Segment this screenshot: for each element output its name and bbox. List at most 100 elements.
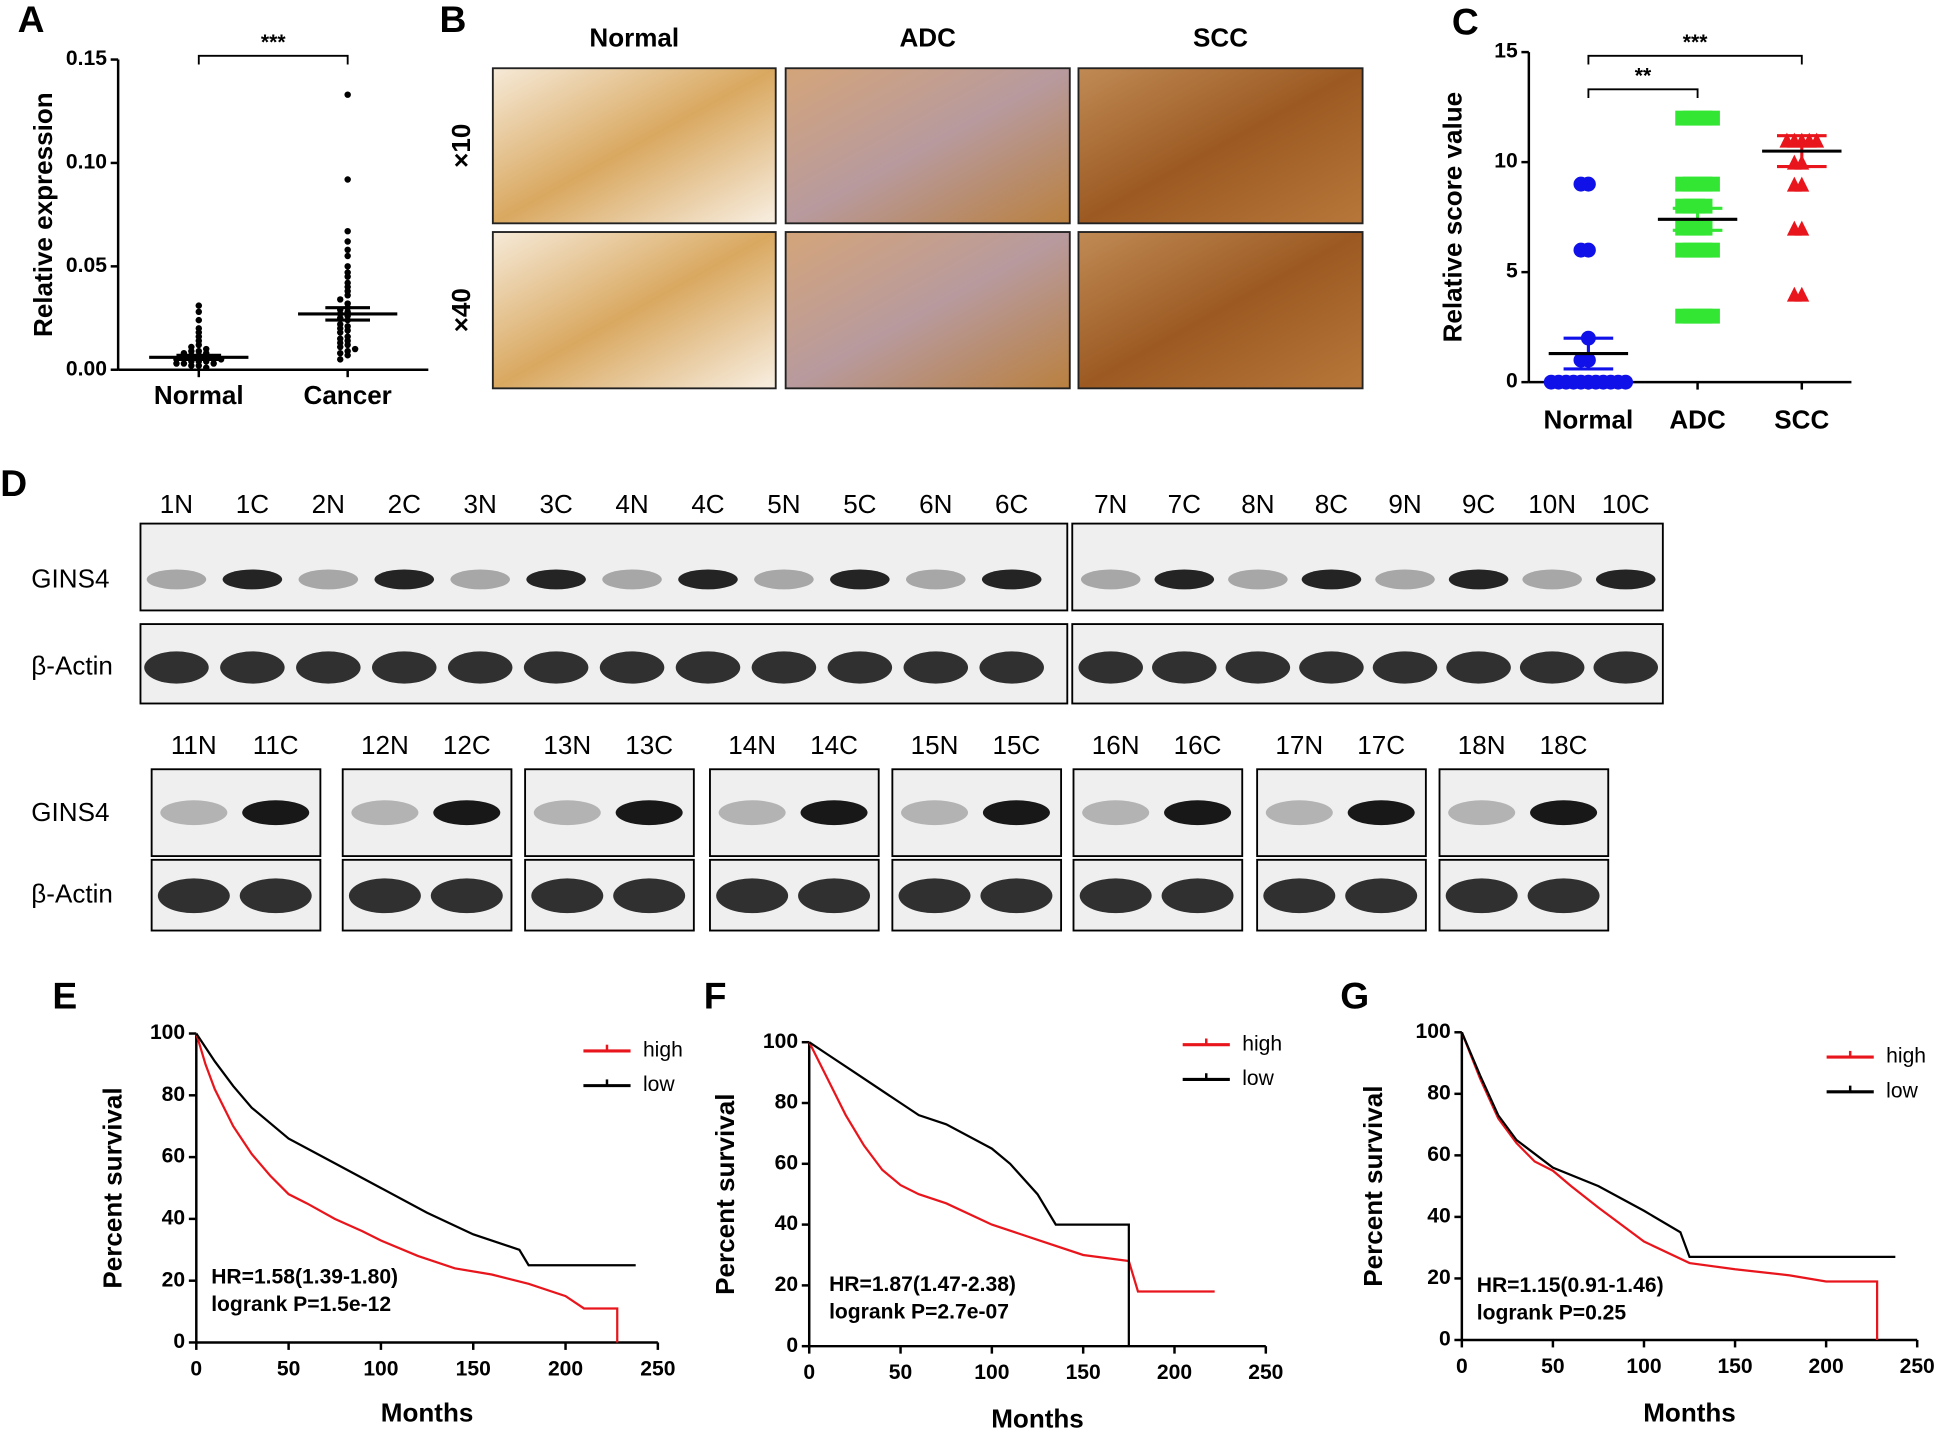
point [1705,308,1720,324]
blot-band [613,878,686,914]
row-label: β-Actin [31,650,113,680]
lane-label: 7N [1094,489,1127,519]
blot-band [433,800,501,826]
lane-label: 1N [160,489,193,519]
point [1573,176,1589,192]
point [195,341,203,349]
lane-label: 6N [919,489,952,519]
blot-band [220,651,285,684]
blot-band [1522,569,1582,590]
y-tick-label: 10 [1494,150,1517,173]
lane-label: 4N [615,489,648,519]
y-tick-label: 60 [775,1151,798,1174]
point [1705,176,1720,192]
survival-curve [1460,1031,1879,1340]
blot-band [1445,878,1518,914]
point [351,345,359,353]
y-axis-label: Percent survival [1358,1086,1388,1287]
lane-label: 8C [1315,489,1348,519]
point [203,364,210,371]
y-tick-label: 80 [775,1091,798,1114]
annotation: logrank P=0.25 [1477,1302,1627,1325]
x-tick-label: 50 [1541,1355,1564,1378]
blot-band [371,651,437,684]
row-label: ×10 [446,124,476,168]
x-tick-label: 100 [974,1361,1009,1384]
annotation: HR=1.58(1.39-1.80) [211,1266,398,1289]
x-tick-label: 250 [640,1357,675,1380]
panel-label: D [0,462,27,504]
blot-band [1164,800,1232,826]
point [1809,132,1825,148]
point [344,292,351,299]
y-tick-label: 100 [1416,1020,1451,1043]
blot-band [1448,800,1516,826]
lane-label: 14C [810,730,858,760]
blot-band [450,569,510,590]
point [344,246,351,254]
point [1675,220,1691,236]
legend-label: high [1886,1045,1926,1068]
point [1705,242,1720,258]
x-tick-label: 150 [1717,1355,1752,1378]
point [344,238,351,245]
blot-band [1448,569,1509,590]
blot-band [981,569,1042,590]
y-axis-label: Relative expression [28,92,58,337]
micrograph [784,67,1071,225]
x-tick-label: 50 [889,1361,912,1384]
blot-band [374,569,435,590]
x-tick-label: 150 [1066,1361,1101,1384]
legend-label: low [1886,1079,1918,1102]
y-tick-label: 0.15 [66,47,107,70]
row-label: GINS4 [31,564,109,594]
survival-curve [195,1033,619,1343]
row-label: GINS4 [31,797,109,827]
blot-band [678,569,738,590]
column-label: ADC [899,23,956,53]
micrograph [491,231,777,390]
point [344,327,351,334]
y-tick-label: 0 [1439,1328,1451,1351]
blot-band [298,569,359,590]
point [1786,286,1802,302]
lane-label: 2C [388,489,421,519]
x-tick-label: 200 [1809,1355,1844,1378]
blot-box [1438,768,1610,858]
blot-band [430,878,503,914]
micrograph [784,231,1071,390]
significance-bracket [197,54,349,65]
x-tick-label: 100 [1626,1355,1661,1378]
x-tick-label: 50 [277,1357,300,1380]
point [210,360,217,367]
point [337,349,344,357]
point [1618,374,1634,390]
blot-band [296,651,361,684]
y-tick-label: 40 [775,1212,798,1235]
blot-band [533,800,601,826]
lane-label: 11N [171,730,217,760]
significance-bracket [1587,88,1699,99]
lane-label: 15N [911,730,959,760]
survival-curve [195,1032,636,1267]
blot-band [1593,651,1659,684]
x-axis-label: Months [1643,1397,1736,1427]
y-axis-label: Percent survival [710,1094,740,1295]
y-tick-label: 20 [1427,1266,1450,1289]
point [344,176,351,183]
point [195,362,203,369]
y-tick-label: 80 [162,1083,185,1106]
blot-band [523,651,589,684]
lane-label: 16N [1092,730,1140,760]
y-tick-label: 60 [162,1145,185,1168]
x-axis-label: Months [381,1397,474,1427]
y-tick-label: 40 [1427,1204,1450,1227]
y-tick-label: 0.10 [66,151,107,174]
lane-label: 14N [728,730,776,760]
blot-band [979,651,1044,684]
annotation: logrank P=2.7e-07 [829,1300,1009,1323]
y-tick-label: 20 [162,1268,185,1291]
blot-band [1078,651,1143,684]
significance-label: ** [1635,65,1652,88]
